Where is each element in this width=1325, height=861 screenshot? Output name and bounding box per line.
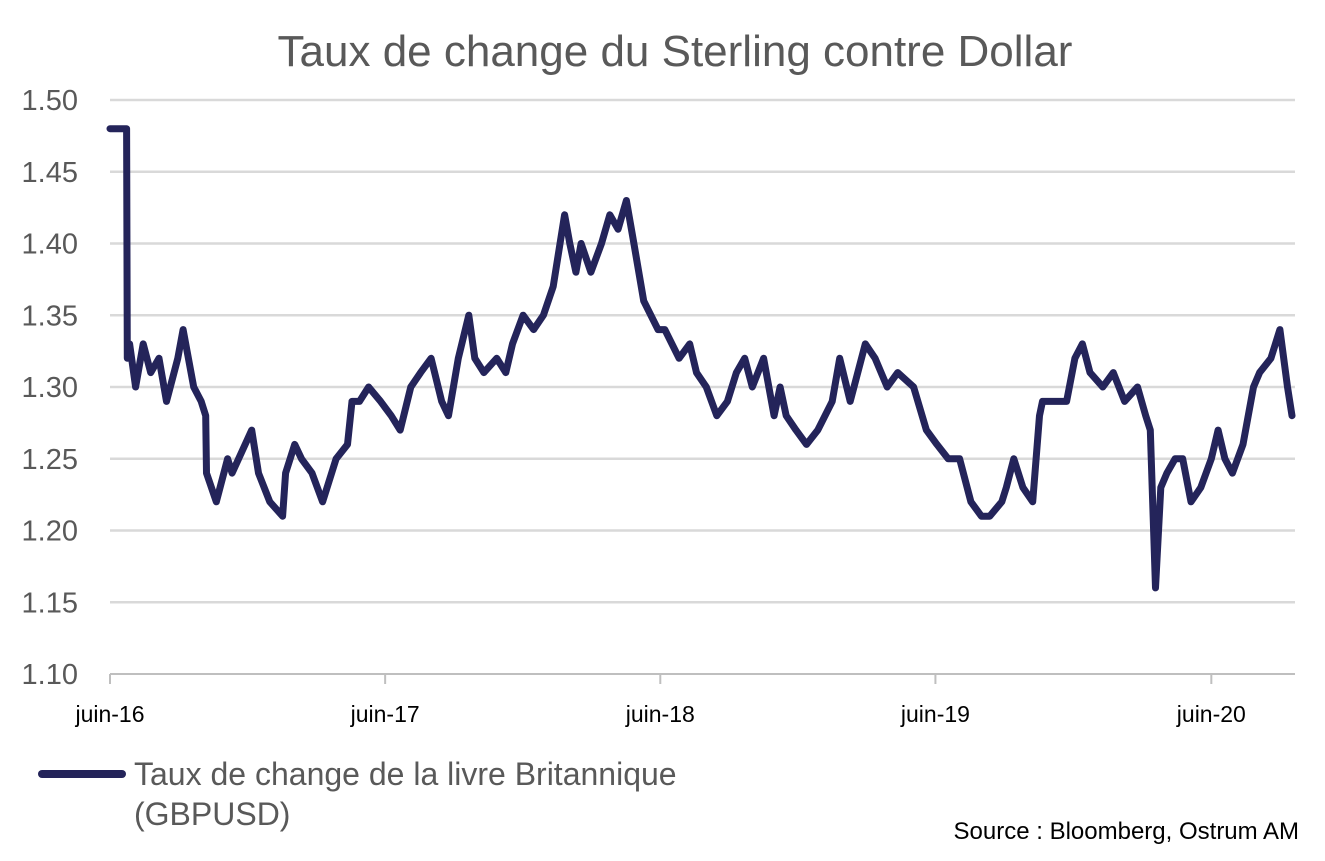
y-tick-label: 1.50 <box>22 85 78 117</box>
x-tick-label: juin-18 <box>625 701 695 727</box>
chart-title: Taux de change du Sterling contre Dollar <box>278 27 1073 76</box>
x-axis: juin-16 juin-17 juin-18 juin-19 juin-20 <box>74 673 1295 727</box>
y-tick-label: 1.30 <box>22 372 78 404</box>
legend-swatch <box>38 770 126 778</box>
legend-label: Taux de change de la livre Britannique (… <box>134 756 677 832</box>
series-group <box>106 125 1296 592</box>
y-tick-label: 1.10 <box>22 659 78 691</box>
x-tick-label: juin-16 <box>74 701 144 727</box>
y-tick-label: 1.20 <box>22 516 78 548</box>
y-tick-label: 1.15 <box>22 587 78 619</box>
gridlines <box>110 98 1295 604</box>
x-tick-label: juin-20 <box>1176 701 1246 727</box>
y-tick-label: 1.35 <box>22 300 78 332</box>
y-tick-label: 1.25 <box>22 444 78 476</box>
source-note: Source : Bloomberg, Ostrum AM <box>953 818 1299 845</box>
y-tick-label: 1.45 <box>22 157 78 189</box>
x-tick-label: juin-17 <box>350 701 420 727</box>
series-line-gbpusd <box>106 125 1296 592</box>
y-axis-ticks: 1.50 1.45 1.40 1.35 1.30 1.25 1.20 1.15 1.10 <box>22 85 78 691</box>
x-tick-label: juin-19 <box>900 701 970 727</box>
y-tick-label: 1.40 <box>22 229 78 261</box>
